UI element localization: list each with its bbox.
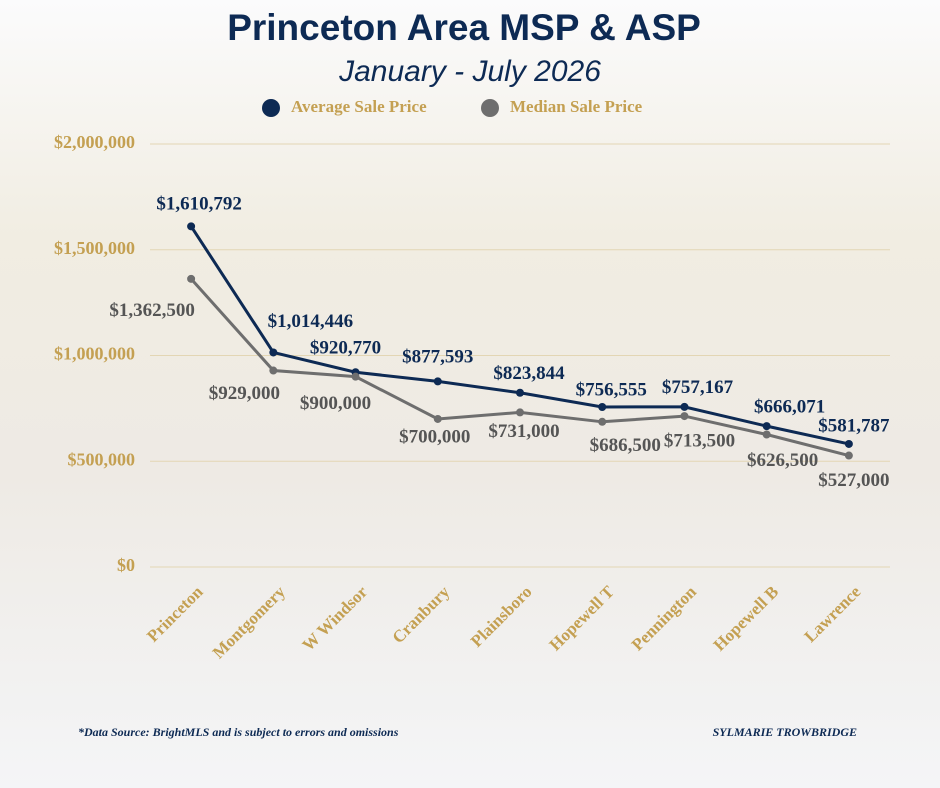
data-point xyxy=(351,372,360,381)
legend-label: Average Sale Price xyxy=(291,97,427,116)
data-label: $581,787 xyxy=(818,415,890,436)
legend-label: Median Sale Price xyxy=(510,97,643,116)
legend-marker xyxy=(481,99,499,117)
data-point xyxy=(433,377,442,386)
data-point xyxy=(187,222,196,231)
y-tick-label: $0 xyxy=(117,555,135,575)
legend-marker xyxy=(262,99,280,117)
data-point xyxy=(433,414,442,423)
y-tick-label: $500,000 xyxy=(68,449,136,469)
chart-title: Princeton Area MSP & ASP xyxy=(227,7,701,48)
data-label: $731,000 xyxy=(488,421,559,442)
y-tick-label: $1,000,000 xyxy=(54,344,135,364)
data-label: $1,610,792 xyxy=(156,194,242,215)
data-label: $527,000 xyxy=(818,470,889,491)
data-label: $900,000 xyxy=(300,393,371,414)
data-point xyxy=(680,412,689,421)
data-point xyxy=(762,422,771,431)
credit: SYLMARIE TROWBRIDGE xyxy=(713,725,857,739)
data-label: $713,500 xyxy=(664,430,735,451)
data-label: $929,000 xyxy=(209,383,280,404)
source-note: *Data Source: BrightMLS and is subject t… xyxy=(78,725,399,739)
y-tick-label: $1,500,000 xyxy=(54,238,135,258)
data-point xyxy=(598,402,607,411)
data-label: $756,555 xyxy=(576,379,647,400)
data-point xyxy=(762,430,771,439)
data-label: $1,362,500 xyxy=(109,300,195,321)
chart-subtitle: January - July 2026 xyxy=(338,55,601,88)
data-label: $666,071 xyxy=(754,396,825,417)
data-label: $920,770 xyxy=(310,338,381,359)
data-point xyxy=(844,451,853,460)
data-point xyxy=(516,408,524,417)
y-tick-label: $2,000,000 xyxy=(54,132,135,152)
data-point xyxy=(844,439,853,448)
data-point xyxy=(516,388,524,397)
data-label: $626,500 xyxy=(747,450,818,471)
data-point xyxy=(598,417,607,426)
data-label: $1,014,446 xyxy=(268,311,354,332)
data-label: $686,500 xyxy=(590,435,661,456)
data-label: $700,000 xyxy=(399,426,470,447)
data-label: $757,167 xyxy=(662,377,734,398)
data-label: $877,593 xyxy=(402,347,473,368)
data-point xyxy=(269,366,278,375)
data-label: $823,844 xyxy=(493,363,565,384)
data-point xyxy=(187,274,196,283)
data-point xyxy=(680,402,689,411)
data-point xyxy=(269,348,278,357)
